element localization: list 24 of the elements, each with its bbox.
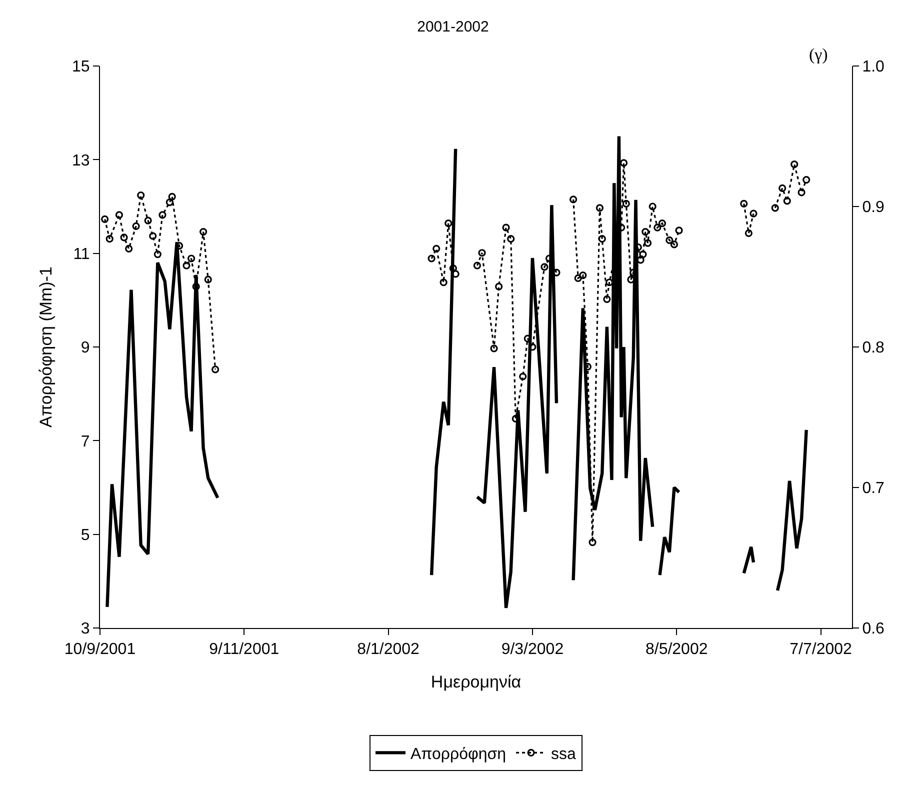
y-tick-label: 15 [72,58,90,76]
x-tick-label: 10/9/2001 [64,641,136,658]
y-tick-label: 5 [80,526,90,544]
x-tick-label: 8/1/2002 [357,641,420,658]
y-axis-title: Απορρόφηση (Mm)-1 [36,266,56,428]
y2-tick-label: 0.9 [862,199,885,216]
legend-label: ssa [551,746,576,763]
y-tick-label: 11 [73,246,90,263]
y-tick-label: 13 [72,152,90,170]
y2-tick-label: 0.6 [862,620,885,638]
y2-tick-label: 0.7 [862,480,885,498]
y-tick-label: 3 [80,620,90,638]
x-tick-label: 7/7/2002 [790,641,852,658]
x-axis-title: Ημερομηνία [430,672,522,692]
chart-title: 2001-2002 [417,18,489,36]
text: (γ) [809,45,828,64]
legend-label: Απορρόφηση [410,746,506,763]
x-tick-label: 9/3/2002 [501,641,564,658]
x-tick-label: 9/11/2001 [209,641,280,658]
y-tick-label: 9 [80,340,90,357]
y-tick-label: 7 [80,433,90,450]
y2-tick-label: 1.0 [862,58,885,76]
y2-tick-label: 0.8 [862,340,885,357]
x-tick-label: 8/5/2002 [645,641,708,658]
